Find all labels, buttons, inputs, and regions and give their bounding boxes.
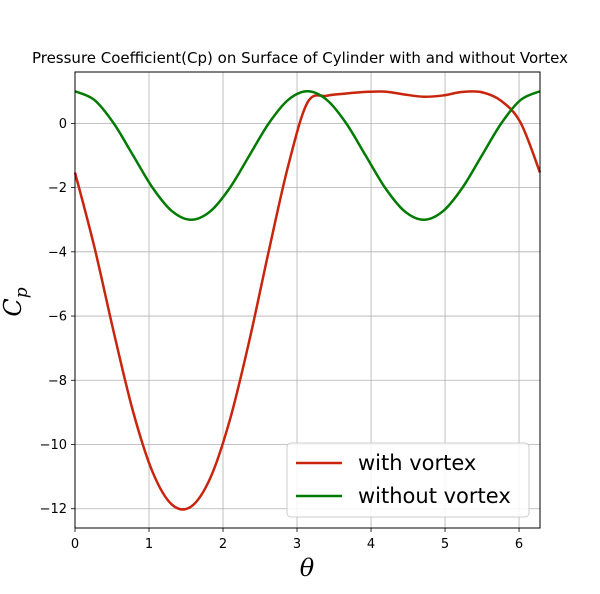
- legend-box: [286, 442, 530, 518]
- chart-title: Pressure Coefficient(Cp) on Surface of C…: [32, 49, 568, 67]
- y-axis-label-sub: p: [12, 287, 32, 298]
- y-axis-label: Cp: [0, 287, 32, 316]
- series-group: [73, 90, 542, 511]
- x-tick-label: 5: [441, 537, 449, 552]
- x-tick-label: 2: [219, 537, 227, 552]
- y-tick-label: −2: [48, 181, 67, 196]
- y-tick-label: 0: [59, 117, 67, 132]
- legend: with vortex without vortex: [286, 442, 530, 518]
- y-axis-label-main: C: [0, 298, 27, 316]
- y-tick-label: −8: [48, 374, 67, 389]
- series-line-without-vortex: [74, 90, 541, 221]
- x-tick-label: 3: [293, 537, 301, 552]
- series-line-with-vortex: [73, 90, 542, 511]
- axis-ticks: 0 1 2 3 4 5 6 0 −2 −4 −6 −8 −10 −12: [40, 117, 524, 552]
- legend-label-with-vortex: with vortex: [358, 451, 476, 475]
- plot-frame: [74, 71, 541, 529]
- x-axis-label: θ: [300, 554, 315, 582]
- y-tick-label: −10: [40, 438, 67, 453]
- x-tick-label: 1: [145, 537, 153, 552]
- legend-label-without-vortex: without vortex: [358, 484, 511, 508]
- x-tick-label: 6: [515, 537, 523, 552]
- y-tick-label: −6: [48, 310, 67, 325]
- y-tick-label: −4: [48, 245, 67, 260]
- x-tick-label: 4: [367, 537, 375, 552]
- y-tick-label: −12: [40, 502, 67, 517]
- x-tick-label: 0: [71, 537, 79, 552]
